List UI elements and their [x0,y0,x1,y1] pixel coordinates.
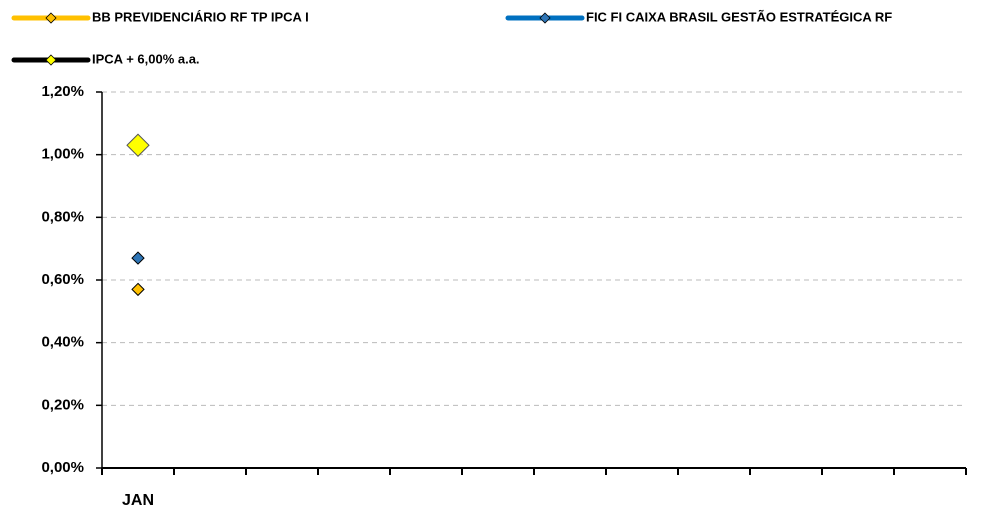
y-tick-label: 1,20% [41,83,84,100]
y-tick-label: 0,40% [41,334,84,351]
data-point [131,282,145,297]
data-point [126,133,150,157]
y-tick-label: 0,20% [41,396,84,413]
y-tick-label: 0,80% [41,208,84,225]
y-tick-label: 0,00% [41,459,84,476]
legend-label: IPCA + 6,00% a.a. [92,51,200,66]
y-tick-label: 1,00% [41,146,84,163]
legend-marker [45,54,57,66]
x-tick-label: JAN [122,492,154,509]
legend-label: FIC FI CAIXA BRASIL GESTÃO ESTRATÉGICA R… [586,9,892,24]
y-tick-label: 0,60% [41,271,84,288]
legend-marker [539,12,551,24]
legend-label: BB PREVIDENCIÁRIO RF TP IPCA I [92,9,309,24]
legend-marker [45,12,57,24]
data-point [131,251,145,265]
